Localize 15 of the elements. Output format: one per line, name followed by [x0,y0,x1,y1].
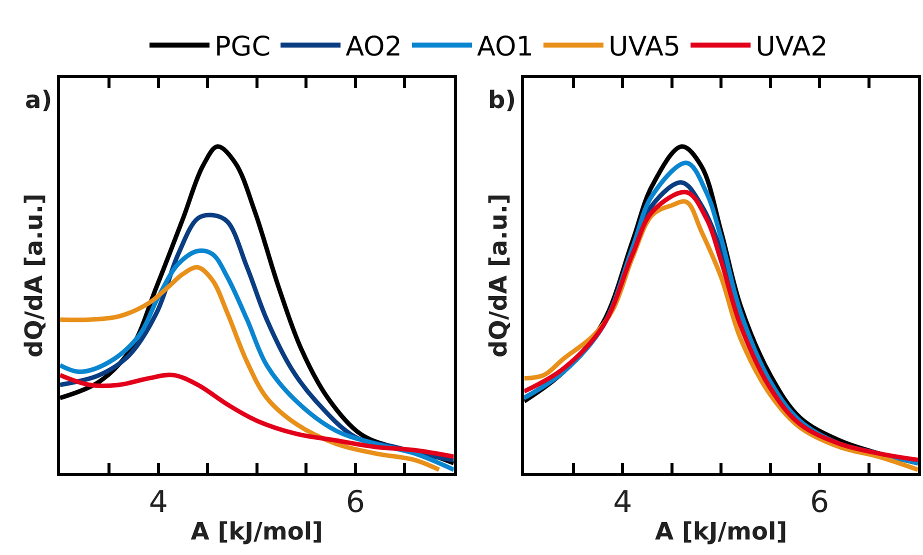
x-tick-label: 4 [148,485,168,520]
x-tick-label: 6 [810,485,830,520]
legend-label: AO1 [477,32,534,63]
x-axis-title: A [kJ/mol] [190,517,324,546]
text: b) [488,86,516,114]
x-axis-title: A [kJ/mol] [654,517,788,546]
x-tick-label: 6 [346,485,365,520]
text: a) [25,86,52,114]
legend-label: PGC [214,32,271,63]
y-axis-title: dQ/dA [a.u.] [20,194,48,358]
legend-label: AO2 [346,32,402,63]
x-tick-label: 4 [613,485,632,520]
legend-label: UVA5 [608,32,681,63]
y-axis-title: dQ/dA [a.u.] [484,194,512,358]
legend-label: UVA2 [756,32,828,63]
